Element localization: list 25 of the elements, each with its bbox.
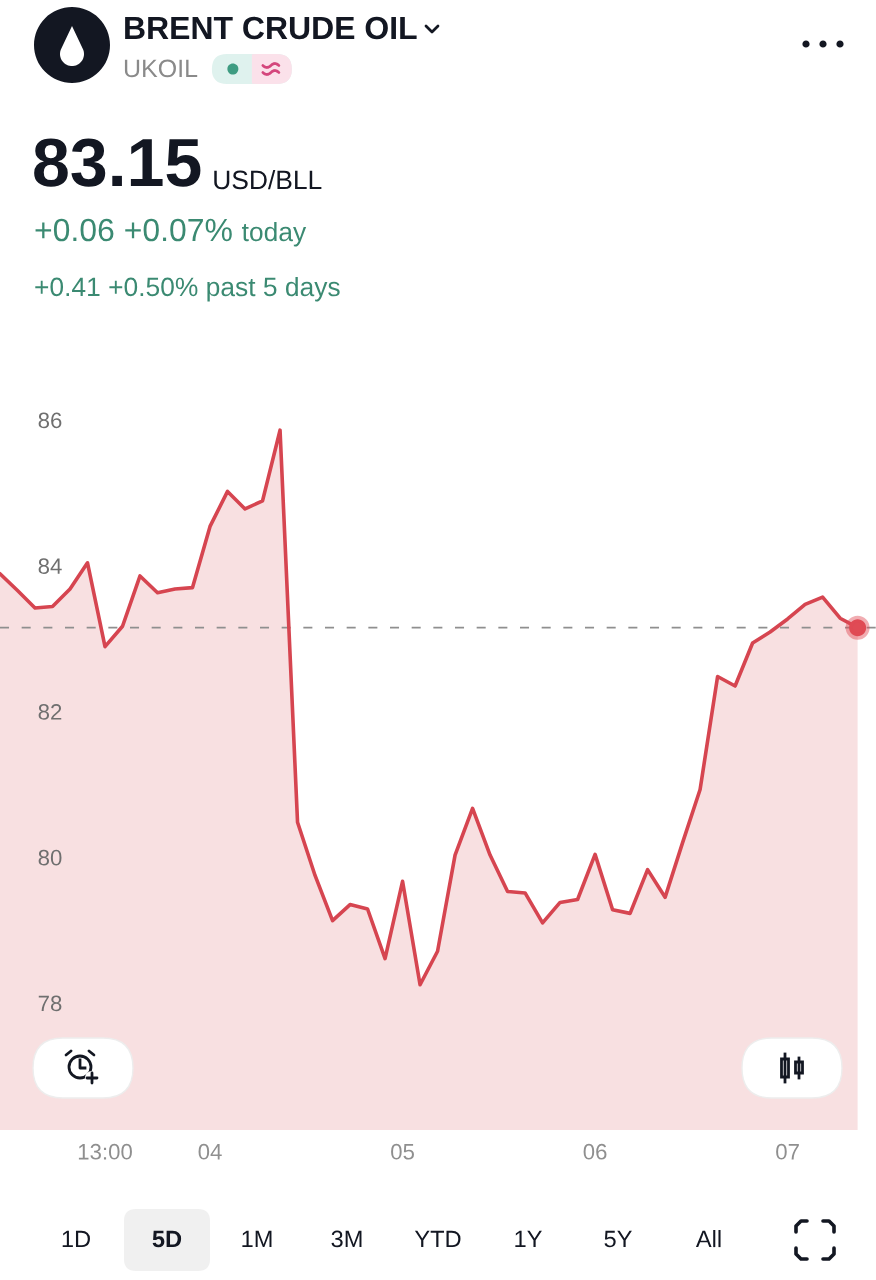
x-tick-label: 05 (391, 1143, 414, 1160)
text: 5Y (604, 1230, 632, 1248)
text: 1M (242, 1230, 272, 1248)
text: 3M (331, 1230, 362, 1248)
text: All (695, 1229, 721, 1248)
y-tick-label: 80 (38, 849, 62, 866)
text: today (242, 221, 307, 247)
text: 1D (62, 1230, 90, 1248)
x-tick-label: 07 (776, 1143, 799, 1160)
y-tick-label: 82 (38, 704, 62, 720)
text: +0.41 +0.50% past 5 days (35, 276, 340, 302)
x-tick-label: 06 (583, 1143, 607, 1160)
x-tick-label: 04 (198, 1143, 222, 1160)
y-tick-label: 86 (38, 412, 62, 429)
chart-title: BRENT CRUDE OIL (125, 16, 417, 40)
y-tick-label: 84 (38, 558, 62, 575)
text: 5D (152, 1230, 182, 1248)
text: YTD (414, 1230, 461, 1248)
text: 1Y (515, 1230, 542, 1248)
text: 83.15 (34, 138, 201, 187)
text: USD/BLL (214, 169, 322, 190)
x-tick-label: 13:00 (78, 1143, 132, 1160)
chart-subtitle: UKOIL (124, 59, 198, 78)
text: +0.06 +0.07% (35, 218, 232, 242)
y-tick-label: 78 (38, 995, 62, 1012)
